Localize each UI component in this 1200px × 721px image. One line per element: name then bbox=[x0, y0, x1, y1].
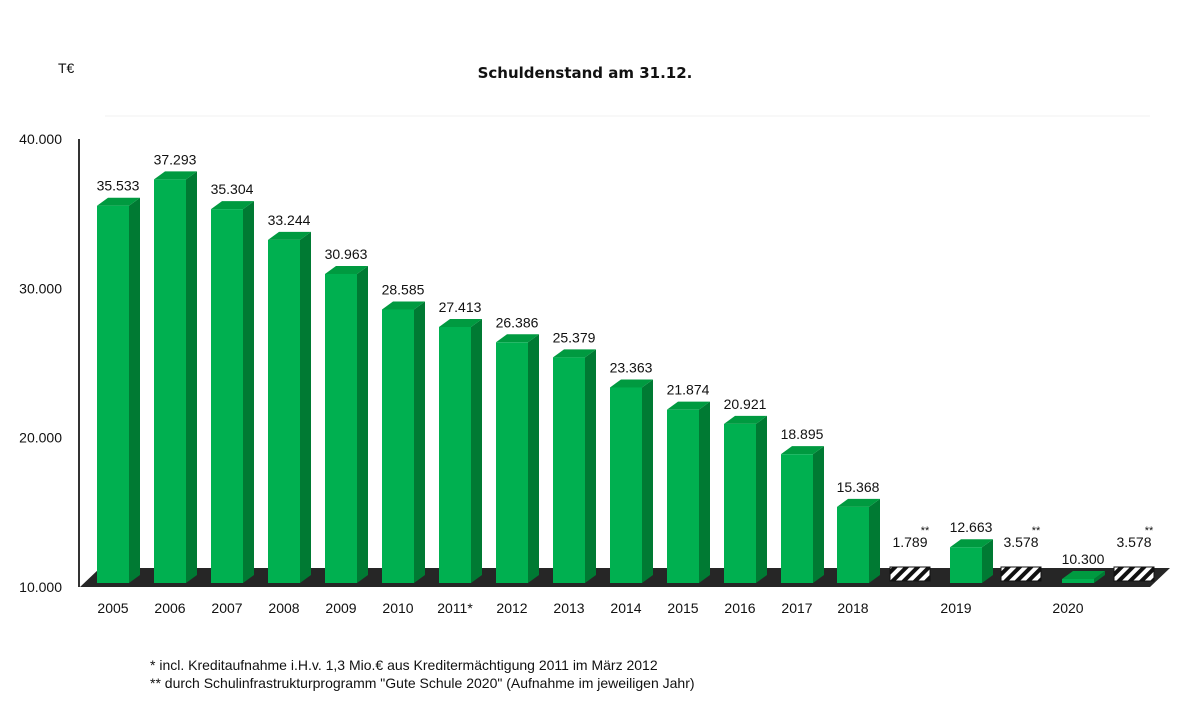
x-tick-label: 2016 bbox=[724, 600, 755, 616]
bar bbox=[724, 423, 756, 583]
bar-side bbox=[642, 379, 653, 583]
data-label: 27.413 bbox=[439, 299, 482, 315]
bar bbox=[325, 273, 357, 583]
y-tick-label: 40.000 bbox=[19, 131, 62, 147]
bar-side bbox=[243, 201, 254, 583]
bar bbox=[211, 209, 243, 583]
x-tick-label: 2018 bbox=[837, 600, 868, 616]
data-label: 35.533 bbox=[97, 178, 140, 194]
x-tick-label: 2007 bbox=[211, 600, 242, 616]
x-tick-label: 2009 bbox=[325, 600, 356, 616]
data-label: 23.363 bbox=[610, 359, 653, 375]
bar-side bbox=[471, 318, 482, 583]
data-label: 10.300 bbox=[1062, 551, 1105, 567]
footnote-mark: ** bbox=[921, 525, 930, 537]
data-label: 30.963 bbox=[325, 246, 368, 262]
data-label: 20.921 bbox=[724, 396, 767, 412]
y-tick-label: 20.000 bbox=[19, 430, 62, 446]
x-tick-label: 2010 bbox=[382, 600, 413, 616]
bar-top bbox=[382, 301, 425, 310]
bar-top bbox=[553, 349, 596, 358]
footnote-mark: ** bbox=[1145, 525, 1154, 537]
bar-top bbox=[950, 539, 993, 548]
bar bbox=[837, 506, 869, 583]
chart-title: Schuldenstand am 31.12. bbox=[477, 64, 693, 82]
bar-side bbox=[699, 401, 710, 583]
x-tick-label: 2017 bbox=[781, 600, 812, 616]
bar-side bbox=[300, 231, 311, 584]
data-label: 26.386 bbox=[496, 314, 539, 330]
bar-top bbox=[724, 415, 767, 424]
bar bbox=[781, 454, 813, 583]
bar bbox=[382, 309, 414, 583]
data-label: 3.578 bbox=[1003, 534, 1038, 550]
bar-side bbox=[528, 334, 539, 583]
x-tick-label: 2005 bbox=[97, 600, 128, 616]
bar bbox=[268, 239, 300, 584]
bar bbox=[439, 326, 471, 583]
data-label: 12.663 bbox=[950, 519, 993, 535]
bar-top bbox=[1062, 571, 1105, 579]
x-tick-label: 2008 bbox=[268, 600, 299, 616]
y-axis-unit: T€ bbox=[58, 60, 75, 76]
bar-side bbox=[813, 446, 824, 583]
bar bbox=[97, 205, 129, 583]
x-tick-label: 2006 bbox=[154, 600, 185, 616]
data-label: 28.585 bbox=[382, 281, 425, 297]
bar-top bbox=[325, 265, 368, 274]
data-label: 3.578 bbox=[1116, 534, 1151, 550]
footnote-2: ** durch Schulinfrastrukturprogramm "Gut… bbox=[150, 675, 695, 691]
bar-side bbox=[414, 301, 425, 583]
x-tick-label: 2013 bbox=[553, 600, 584, 616]
bar bbox=[667, 409, 699, 583]
data-label: 21.874 bbox=[667, 382, 710, 398]
bar-top bbox=[610, 379, 653, 388]
bar-side bbox=[982, 539, 993, 583]
x-tick-label: 2020 bbox=[1052, 600, 1083, 616]
bar bbox=[610, 387, 642, 583]
bar-top bbox=[781, 446, 824, 455]
bar-top bbox=[97, 197, 140, 206]
bar bbox=[1062, 579, 1094, 583]
bar-side bbox=[357, 265, 368, 583]
bar bbox=[950, 547, 982, 583]
data-label: 33.244 bbox=[268, 212, 311, 228]
y-tick-label: 30.000 bbox=[19, 280, 62, 296]
data-label: 37.293 bbox=[154, 151, 197, 167]
hatched-bar bbox=[889, 566, 931, 582]
y-tick-label: 10.000 bbox=[19, 579, 62, 595]
bar-side bbox=[585, 349, 596, 583]
bar bbox=[553, 357, 585, 583]
bar-top bbox=[154, 171, 197, 180]
hatched-bar bbox=[1000, 566, 1042, 582]
bar bbox=[496, 342, 528, 583]
footnote-mark: ** bbox=[1032, 525, 1041, 537]
bar-top bbox=[667, 401, 710, 410]
bar-side bbox=[129, 197, 140, 583]
bar-top bbox=[268, 231, 311, 240]
data-label: 1.789 bbox=[892, 534, 927, 550]
hatched-bar bbox=[1113, 566, 1155, 582]
data-label: 25.379 bbox=[553, 329, 596, 345]
bar-top bbox=[837, 498, 880, 507]
x-tick-label: 2019 bbox=[940, 600, 971, 616]
x-tick-label: 2015 bbox=[667, 600, 698, 616]
bar-side bbox=[186, 171, 197, 583]
bar-top bbox=[439, 318, 482, 327]
bar-side bbox=[869, 498, 880, 583]
data-label: 35.304 bbox=[211, 181, 254, 197]
data-label: 18.895 bbox=[781, 426, 824, 442]
footnote-1: * incl. Kreditaufnahme i.H.v. 1,3 Mio.€ … bbox=[150, 657, 658, 673]
x-tick-label: 2014 bbox=[610, 600, 641, 616]
x-tick-label: 2011* bbox=[437, 600, 473, 616]
data-label: 15.368 bbox=[837, 479, 880, 495]
bar-top bbox=[211, 201, 254, 210]
x-tick-label: 2012 bbox=[496, 600, 527, 616]
bar-side bbox=[1094, 571, 1105, 583]
bar-top bbox=[496, 334, 539, 343]
bar bbox=[154, 179, 186, 583]
bar-side bbox=[756, 415, 767, 583]
